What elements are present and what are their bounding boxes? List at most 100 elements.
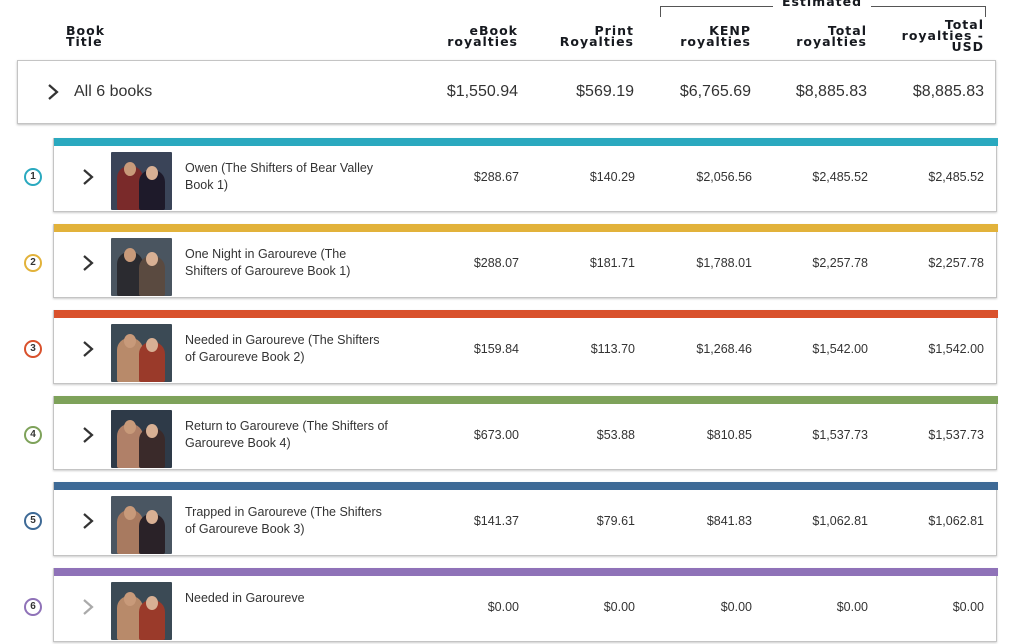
summary-total-usd: $8,885.83 <box>912 83 984 100</box>
book-title: Owen (The Shifters of Bear Valley Book 1… <box>185 161 374 192</box>
cover-face <box>124 334 136 348</box>
table-header: Estimated Book Title eBook royalties Pri… <box>0 0 1024 58</box>
book-card[interactable]: Trapped in Garoureve (The Shifters of Ga… <box>53 482 998 556</box>
color-bar <box>54 568 998 576</box>
book-ebook: $141.37 <box>473 514 519 528</box>
cover-face <box>124 592 136 606</box>
cover-face <box>146 338 158 352</box>
column-header-total[interactable]: Total royalties <box>796 23 867 49</box>
book-ebook: $288.67 <box>473 170 519 184</box>
rank-badge: 3 <box>24 340 42 358</box>
color-bar <box>54 396 998 404</box>
chevron-right-icon[interactable] <box>78 597 98 617</box>
column-header-kenp[interactable]: KENP royalties <box>680 23 751 49</box>
book-row: 1 Owen (The Shifters of Bear Valley Book … <box>0 138 1024 214</box>
book-kenp: $0.00 <box>720 600 752 614</box>
book-cover <box>111 582 172 640</box>
cover-face <box>124 248 136 262</box>
book-row: 5 Trapped in Garoureve (The Shifters of G… <box>0 482 1024 558</box>
book-ebook: $673.00 <box>473 428 519 442</box>
book-card[interactable]: Needed in Garoureve (The Shifters of Gar… <box>53 310 998 384</box>
book-print: $79.61 <box>596 514 635 528</box>
color-bar <box>54 224 998 232</box>
book-card[interactable]: One Night in Garoureve (The Shifters of … <box>53 224 998 298</box>
book-total: $1,062.81 <box>812 514 868 528</box>
chevron-right-icon[interactable] <box>78 425 98 445</box>
book-total-usd: $2,257.78 <box>928 256 984 270</box>
cover-face <box>124 506 136 520</box>
book-kenp: $841.83 <box>706 514 752 528</box>
rank-badge: 4 <box>24 426 42 444</box>
column-header-print[interactable]: Print Royalties <box>559 23 634 49</box>
book-total-usd: $2,485.52 <box>928 170 984 184</box>
book-title: Needed in Garoureve (The Shifters of Gar… <box>185 333 380 364</box>
cover-face <box>146 424 158 438</box>
summary-ebook: $1,550.94 <box>446 83 518 100</box>
book-kenp: $810.85 <box>706 428 752 442</box>
rank-badge: 6 <box>24 598 42 616</box>
rank-badge: 2 <box>24 254 42 272</box>
book-ebook: $0.00 <box>487 600 519 614</box>
rank-badge: 5 <box>24 512 42 530</box>
chevron-right-icon[interactable] <box>78 253 98 273</box>
book-print: $113.70 <box>590 342 635 356</box>
book-cover <box>111 238 172 296</box>
book-total: $0.00 <box>836 600 868 614</box>
book-row: 2 One Night in Garoureve (The Shifters of… <box>0 224 1024 300</box>
book-print: $140.29 <box>589 170 635 184</box>
book-title: Return to Garoureve (The Shifters of Gar… <box>185 419 388 450</box>
cover-face <box>146 510 158 524</box>
book-cover <box>111 496 172 554</box>
summary-label: All 6 books <box>74 83 153 100</box>
estimated-label: Estimated <box>773 0 871 8</box>
book-title: One Night in Garoureve (The Shifters of … <box>185 247 351 278</box>
summary-kenp: $6,765.69 <box>679 83 751 100</box>
book-kenp: $2,056.56 <box>696 170 752 184</box>
column-header-total-usd[interactable]: Total royalties - USD <box>901 17 984 54</box>
book-print: $181.71 <box>589 256 635 270</box>
column-header-ebook[interactable]: eBook royalties <box>447 23 518 49</box>
cover-face <box>146 252 158 266</box>
book-kenp: $1,788.01 <box>696 256 752 270</box>
chevron-right-icon[interactable] <box>42 81 64 103</box>
color-bar <box>54 482 998 490</box>
book-cover <box>111 324 172 382</box>
rank-badge: 1 <box>24 168 42 186</box>
book-card[interactable]: Needed in Garoureve $0.00 $0.00 $0.00 $0.00 $… <box>53 568 998 642</box>
cover-face <box>124 162 136 176</box>
book-cover <box>111 410 172 468</box>
book-total: $2,485.52 <box>812 170 868 184</box>
column-header-title[interactable]: Book Title <box>66 23 106 49</box>
book-kenp: $1,268.46 <box>696 342 752 356</box>
book-ebook: $288.07 <box>473 256 519 270</box>
cover-face <box>146 596 158 610</box>
book-total-usd: $0.00 <box>952 600 984 614</box>
summary-total: $8,885.83 <box>795 83 867 100</box>
book-title: Needed in Garoureve <box>185 591 305 605</box>
book-total-usd: $1,542.00 <box>928 342 984 356</box>
summary-row-all-books[interactable]: All 6 books $1,550.94 $569.19 $6,765.69 … <box>17 60 996 124</box>
book-title: Trapped in Garoureve (The Shifters of Ga… <box>185 505 382 536</box>
book-ebook: $159.84 <box>473 342 519 356</box>
book-total: $2,257.78 <box>812 256 868 270</box>
book-cover <box>111 152 172 210</box>
color-bar <box>54 310 998 318</box>
book-print: $0.00 <box>603 600 635 614</box>
book-print: $53.88 <box>596 428 635 442</box>
cover-face <box>146 166 158 180</box>
book-total-usd: $1,062.81 <box>928 514 984 528</box>
cover-face <box>124 420 136 434</box>
chevron-right-icon[interactable] <box>78 511 98 531</box>
book-card[interactable]: Owen (The Shifters of Bear Valley Book 1… <box>53 138 998 212</box>
color-bar <box>54 138 998 146</box>
summary-print: $569.19 <box>576 83 634 100</box>
book-total: $1,537.73 <box>812 428 868 442</box>
book-total: $1,542.00 <box>812 342 868 356</box>
book-row: 3 Needed in Garoureve (The Shifters of Ga… <box>0 310 1024 386</box>
book-row: 4 Return to Garoureve (The Shifters of Ga… <box>0 396 1024 472</box>
chevron-right-icon[interactable] <box>78 339 98 359</box>
chevron-right-icon[interactable] <box>78 167 98 187</box>
book-total-usd: $1,537.73 <box>928 428 984 442</box>
book-row: 6 Needed in Garoureve $0.00 $0.00 $0.00 $0.00… <box>0 568 1024 644</box>
book-card[interactable]: Return to Garoureve (The Shifters of Gar… <box>53 396 998 470</box>
